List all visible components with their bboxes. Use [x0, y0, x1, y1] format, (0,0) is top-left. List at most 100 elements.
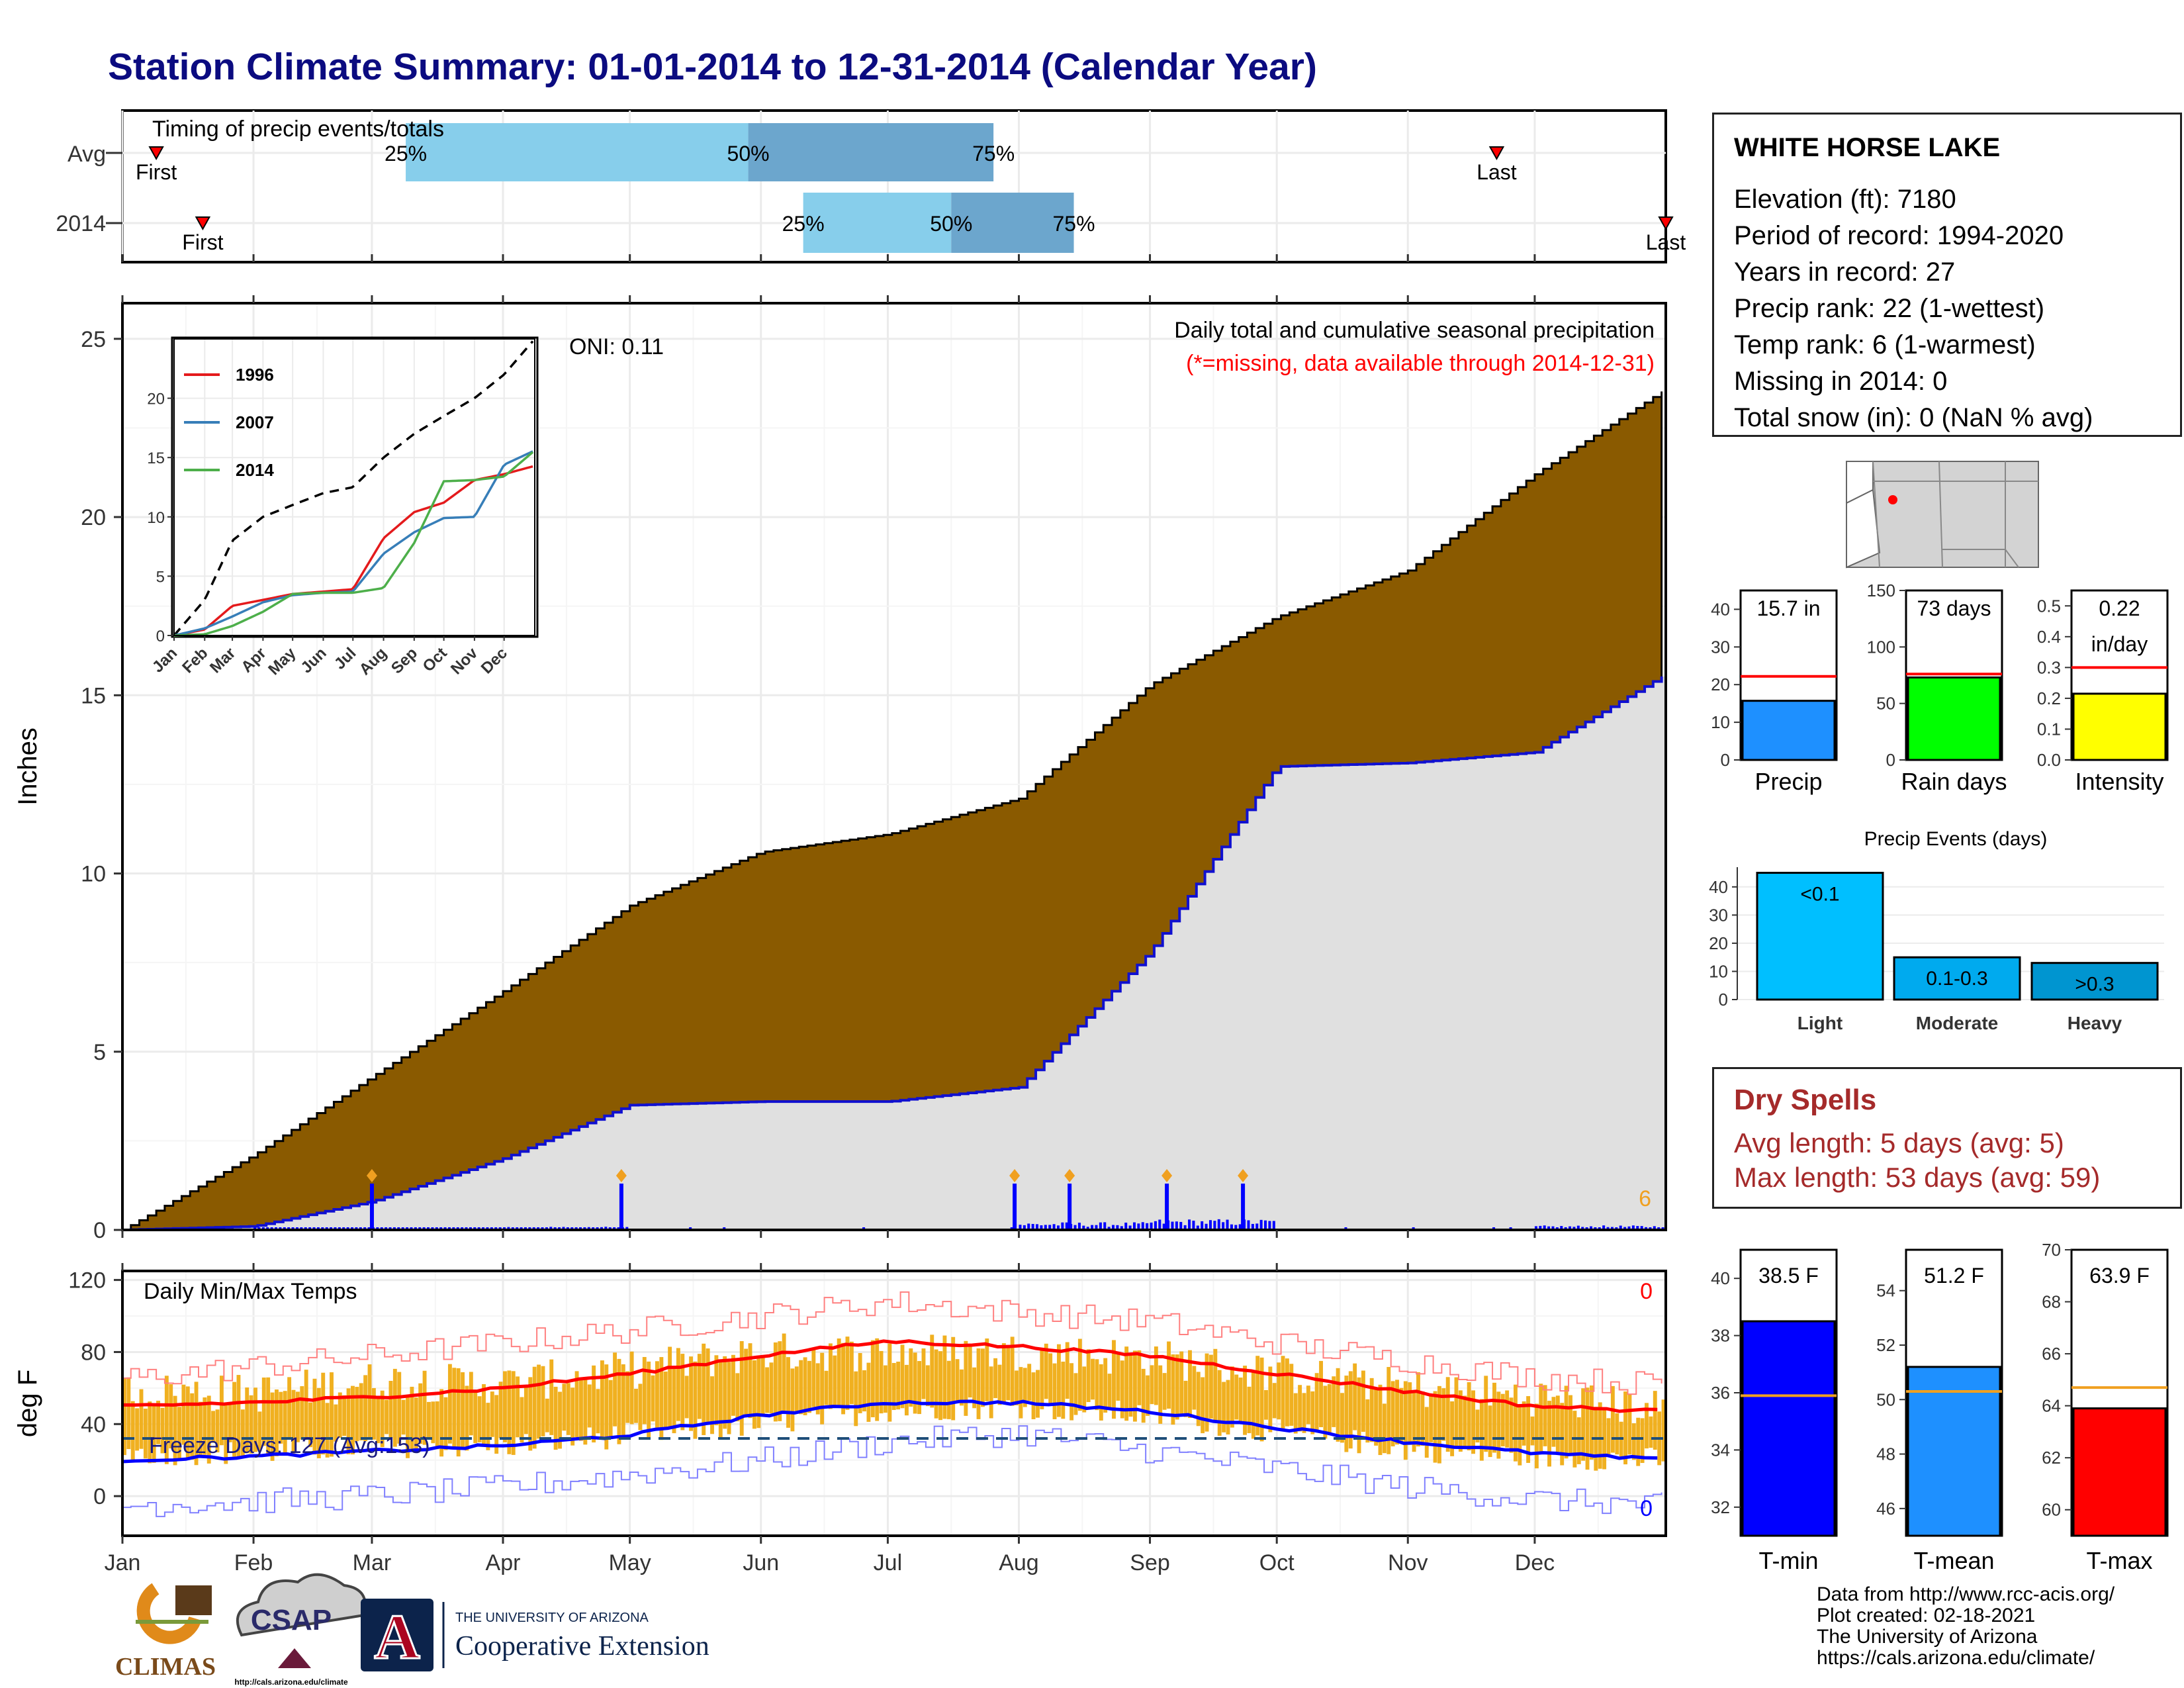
daily-temp-bar	[194, 1382, 199, 1466]
daily-temp-bar	[794, 1366, 799, 1413]
daily-temp-bar	[418, 1383, 423, 1444]
daily-temp-bar	[1238, 1377, 1243, 1423]
daily-temp-bar	[866, 1362, 871, 1422]
inset-y-label: 20	[147, 391, 165, 408]
heavy-day-marker	[1009, 1169, 1021, 1182]
temp-bar-tick-label: 68	[2042, 1292, 2061, 1312]
daily-precip-bar	[1610, 1227, 1614, 1230]
temp-bar-label: T-mean	[1913, 1547, 1994, 1574]
daily-temp-bar	[833, 1355, 837, 1406]
daily-temp-bar	[570, 1387, 575, 1446]
daily-temp-bar	[976, 1348, 981, 1419]
daily-temp-bar	[1154, 1346, 1158, 1405]
daily-temp-bar	[346, 1388, 351, 1454]
daily-precip-bar	[1640, 1226, 1643, 1230]
daily-temp-bar	[185, 1386, 190, 1460]
daily-temp-bar	[1141, 1368, 1146, 1423]
daily-temp-bar	[1518, 1404, 1522, 1466]
daily-temp-bar	[769, 1362, 774, 1414]
temp-y-label: 80	[81, 1340, 106, 1365]
ua-top-text: THE UNIVERSITY OF ARIZONA	[455, 1611, 649, 1625]
csap-logo-text: CSAP	[251, 1604, 332, 1636]
daily-temp-bar	[321, 1372, 326, 1455]
temp-bar-value: 63.9 F	[2089, 1264, 2150, 1288]
daily-precip-bar	[1619, 1225, 1622, 1230]
temp-bar-label: T-min	[1759, 1547, 1819, 1574]
daily-temp-bar	[1467, 1382, 1471, 1450]
daily-precip-bar	[562, 1227, 565, 1230]
daily-precip-bar	[1103, 1222, 1107, 1230]
daily-temp-bar	[148, 1401, 152, 1464]
daily-temp-bar	[1627, 1394, 1632, 1455]
daily-temp-bar	[410, 1386, 414, 1449]
daily-temp-bar	[261, 1377, 266, 1446]
temp-y-label: 40	[81, 1412, 106, 1437]
daily-temp-bar	[334, 1404, 338, 1442]
daily-temp-bar	[629, 1351, 634, 1425]
daily-temp-bar	[841, 1342, 846, 1415]
month-label: Apr	[486, 1550, 521, 1575]
daily-temp-bar	[452, 1368, 457, 1448]
daily-temp-bar	[1564, 1385, 1569, 1459]
precip-count: 6	[1639, 1186, 1651, 1211]
quartile-bar-25-50	[406, 123, 749, 181]
daily-temp-bar	[1332, 1376, 1336, 1427]
daily-precip-bar	[1056, 1225, 1060, 1230]
daily-temp-bar	[1124, 1346, 1129, 1421]
daily-temp-bar	[1196, 1372, 1201, 1427]
daily-temp-bar	[837, 1338, 841, 1406]
daily-temp-bar	[1585, 1387, 1590, 1470]
daily-temp-bar	[1403, 1381, 1408, 1460]
daily-precip-bar	[1095, 1225, 1098, 1230]
daily-precip-bar	[1031, 1223, 1034, 1230]
station-info-box: WHITE HORSE LAKE Elevation (ft): 7180 Pe…	[1712, 113, 2182, 437]
precip-label-2: (*=missing, data available through 2014-…	[1186, 351, 1655, 376]
daily-temp-bar	[739, 1340, 744, 1436]
daily-temp-bar	[1539, 1383, 1543, 1454]
temp-bar-tick-label: 32	[1711, 1497, 1730, 1517]
daily-temp-bar	[1530, 1416, 1535, 1446]
temp-bar-label: T-max	[2086, 1547, 2152, 1574]
daily-temp-bar	[1365, 1399, 1370, 1443]
summary-tick-label: 0.5	[2037, 596, 2061, 616]
daily-temp-bar	[676, 1348, 680, 1421]
daily-temp-bar	[190, 1393, 195, 1460]
daily-temp-bar	[655, 1361, 659, 1428]
daily-temp-bar	[989, 1366, 993, 1419]
daily-precip-bar	[1576, 1225, 1580, 1230]
daily-temp-bar	[126, 1377, 131, 1450]
daily-temp-bar	[1251, 1370, 1255, 1439]
daily-temp-bar	[815, 1363, 820, 1415]
daily-temp-bar	[330, 1372, 334, 1457]
month-label: May	[609, 1550, 651, 1575]
daily-precip-bar	[1124, 1222, 1128, 1230]
daily-temp-bar	[744, 1348, 749, 1415]
daily-temp-bar	[1036, 1370, 1040, 1418]
daily-temp-bar	[367, 1364, 372, 1440]
daily-temp-bar	[215, 1409, 220, 1453]
inset-y-label: 0	[156, 628, 165, 645]
daily-temp-bar	[414, 1397, 418, 1449]
daily-temp-bar	[938, 1351, 942, 1421]
record-min-line	[122, 1425, 1662, 1517]
temp-bar-tick-label: 66	[2042, 1344, 2061, 1364]
daily-temp-bar	[232, 1382, 237, 1457]
inset-series-line	[173, 450, 533, 637]
freeze-label: Freeze Days: 127 (Avg:153)	[149, 1433, 430, 1458]
summary-tick-label: 150	[1867, 581, 1895, 600]
ua-logo-letter: A	[374, 1601, 420, 1672]
daily-temp-bar	[1471, 1390, 1475, 1454]
daily-temp-bar	[1167, 1341, 1171, 1409]
daily-temp-bar	[447, 1364, 452, 1444]
footer-credits: Data from http://www.rcc-acis.org/ Plot …	[1817, 1584, 2115, 1669]
daily-temp-bar	[807, 1360, 811, 1413]
daily-precip-bar	[1259, 1219, 1263, 1230]
daily-precip-bar	[1073, 1225, 1077, 1230]
daily-temp-bar	[1298, 1385, 1302, 1432]
daily-temp-bar	[1040, 1350, 1044, 1409]
daily-temp-bar	[884, 1365, 887, 1413]
daily-precip-bar	[1019, 1225, 1022, 1230]
temp-bar-tick-label: 40	[1711, 1268, 1730, 1288]
daily-temp-bar	[1107, 1374, 1112, 1408]
daily-temp-bar	[1623, 1391, 1627, 1465]
